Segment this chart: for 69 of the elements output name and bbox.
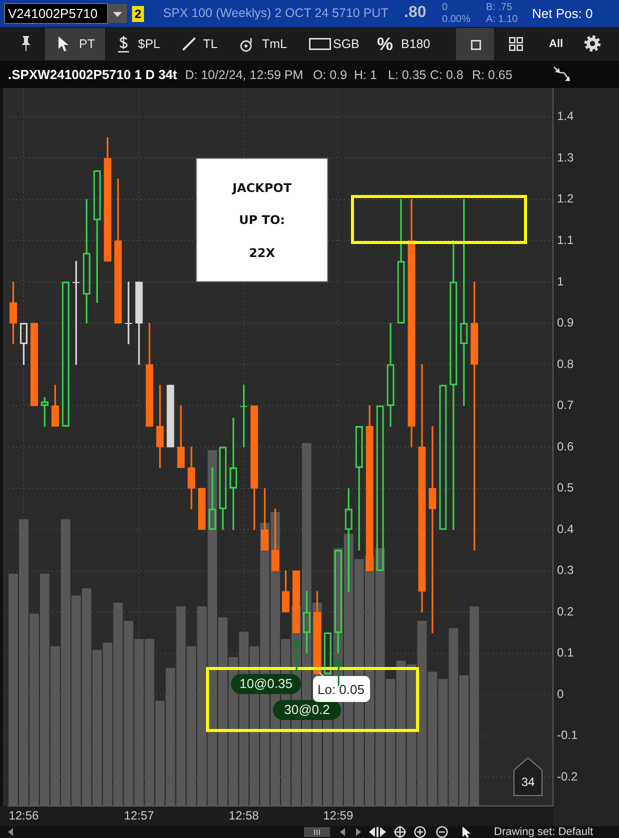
y-tick-label: 0.4	[557, 522, 574, 536]
text: .80	[404, 4, 426, 21]
text: 0	[442, 2, 448, 13]
chart-title: .SPXW241002P5710 1 D 34t	[8, 67, 178, 82]
y-tick-label: 1.1	[557, 232, 574, 247]
text: %	[377, 34, 394, 54]
text: V241002P5710	[8, 6, 98, 21]
y-tick-label: 0.5	[557, 480, 574, 495]
annotation: JACKPOT	[232, 181, 292, 195]
candlestick	[135, 282, 143, 365]
y-tick-label: -0.1	[557, 728, 578, 742]
x-tick-label: 12:58	[228, 808, 260, 823]
candlestick	[104, 137, 112, 262]
candlestick	[93, 170, 101, 303]
candlestick	[418, 364, 426, 612]
y-tick-label: 0.7	[557, 398, 574, 412]
candlestick	[397, 199, 405, 324]
text: A: 1.10	[486, 14, 518, 25]
y-tick-label: 0.6	[557, 439, 574, 454]
text: $PL	[138, 37, 160, 51]
text: L: 0.35	[388, 68, 426, 82]
x-tick-label: 12:59	[323, 808, 354, 823]
text: Net Pos: 0	[532, 6, 593, 21]
annotation: 30@0.2	[284, 702, 330, 717]
text: TL	[203, 37, 218, 51]
text: All	[549, 38, 564, 50]
annotation: 34	[521, 775, 535, 789]
y-tick-label: 0	[557, 686, 564, 701]
annotation: 10@0.35	[240, 676, 292, 691]
annotation: UP TO:	[239, 213, 285, 227]
text: Drawing set: Default	[494, 826, 594, 838]
y-tick-label: 1.4	[557, 109, 574, 124]
text: B180	[401, 37, 430, 51]
candlestick	[439, 384, 447, 530]
candlestick	[428, 426, 436, 634]
candlestick	[177, 405, 185, 468]
text: TmL	[262, 37, 287, 51]
y-tick-label: 1.2	[557, 192, 574, 206]
y-tick-label: 1.3	[557, 150, 574, 164]
text: B: .75	[486, 2, 512, 13]
candlestick	[219, 446, 227, 530]
text: O: 0.9	[313, 68, 348, 82]
candlestick	[156, 384, 164, 468]
x-tick-label: 12:56	[8, 808, 40, 823]
candlestick	[408, 199, 416, 448]
y-tick-label: 0.1	[557, 646, 574, 660]
y-tick-label: 0.9	[557, 316, 574, 330]
candlestick	[124, 282, 133, 344]
text: H: 1	[354, 68, 377, 82]
y-tick-label: 0.8	[557, 356, 574, 371]
y-tick-label: 0.3	[557, 563, 574, 578]
text: PT	[79, 37, 95, 51]
candlestick	[166, 384, 174, 448]
annotation: 22X	[249, 246, 275, 260]
y-tick-label: -0.2	[557, 769, 578, 784]
text: SPX 100 (Weeklys) 2 OCT 24 5710 PUT	[163, 6, 388, 20]
text: R: 0.65	[472, 68, 512, 82]
candlestick	[114, 178, 122, 324]
x-tick-label: 12:57	[124, 808, 154, 823]
candlestick	[146, 322, 154, 427]
annotation: Lo: 0.05	[318, 682, 364, 697]
candlestick	[470, 282, 478, 550]
y-tick-label: 0.2	[557, 604, 574, 618]
text: SGB	[333, 37, 360, 51]
text: C: 0.8	[430, 68, 464, 82]
text: D: 10/2/24, 12:59 PM	[185, 68, 304, 82]
text: 0.00%	[442, 14, 470, 25]
y-tick-label: 1	[557, 274, 564, 288]
candlestick	[282, 570, 290, 612]
